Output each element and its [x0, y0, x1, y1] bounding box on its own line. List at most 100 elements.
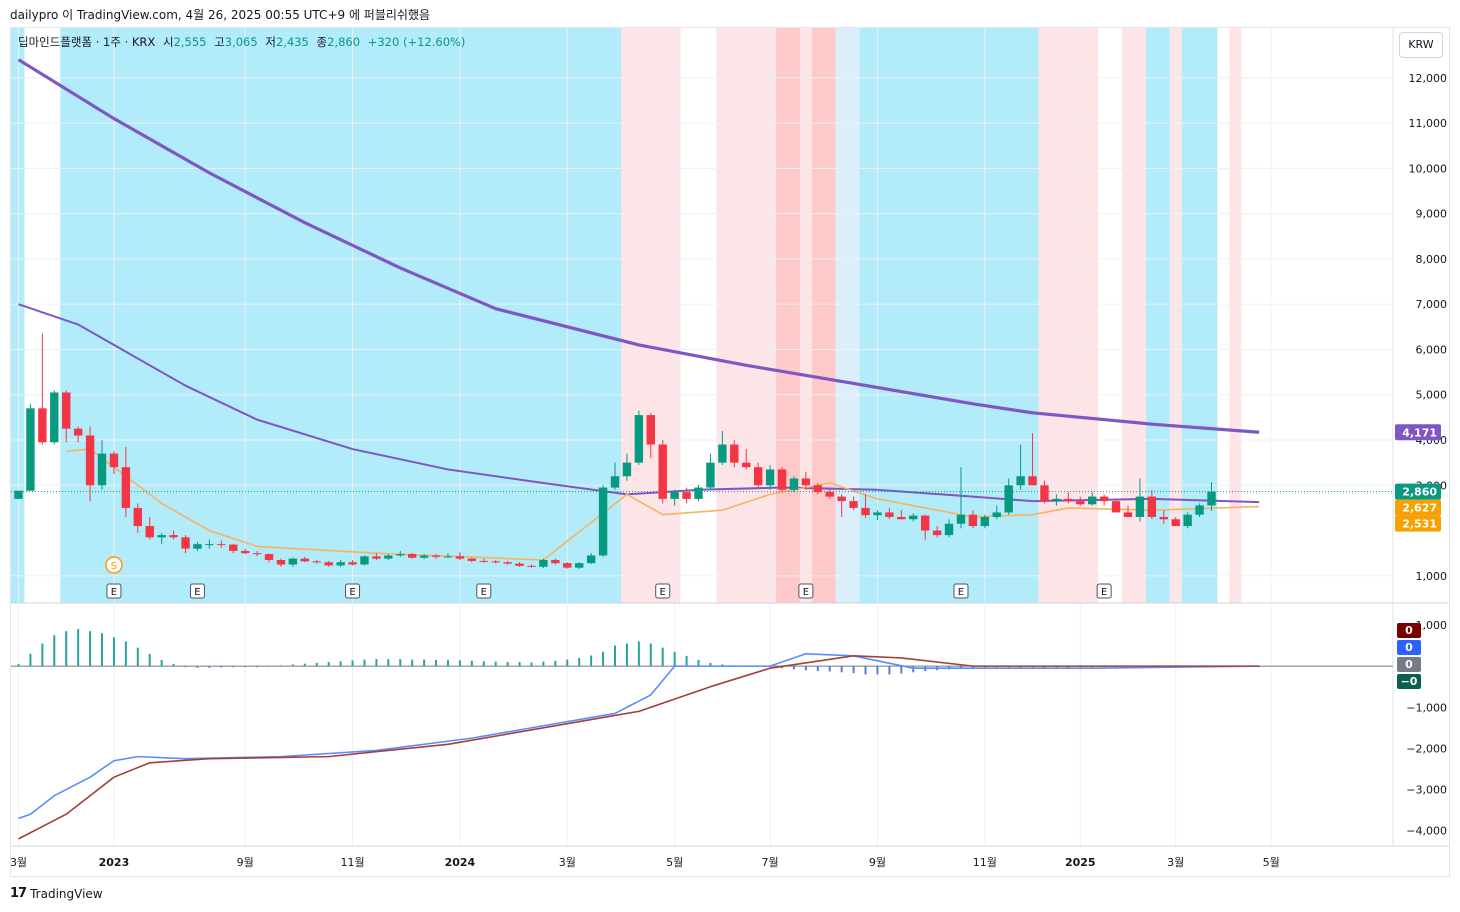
earnings-marker-box-4 — [655, 583, 671, 599]
price-badge-label-1: 2,860 — [1402, 486, 1437, 499]
macd-histogram-bar-32 — [399, 659, 402, 667]
macd-histogram-bar-5 — [77, 629, 80, 667]
candle-86 — [1040, 480, 1049, 504]
macd-histogram-bar-72 — [876, 666, 879, 675]
macd-histogram-bar-52 — [637, 641, 640, 667]
candle-body-82 — [992, 512, 1001, 517]
candle-44 — [539, 558, 548, 569]
price-tick-8: 10,000 — [1409, 162, 1448, 175]
background-region-0 — [11, 28, 25, 603]
candle-body-98 — [1183, 514, 1192, 527]
candle-24 — [300, 556, 310, 563]
candle-89 — [1076, 496, 1085, 506]
candle-60 — [730, 440, 739, 468]
candle-body-17 — [217, 544, 226, 546]
earnings-marker-1: E — [189, 583, 205, 599]
candle-body-26 — [324, 562, 333, 566]
candle-body-79 — [956, 514, 966, 524]
time-tick-6: 5월 — [666, 856, 683, 869]
candle-body-3 — [50, 392, 59, 443]
price-badge-3: 2,531 — [1395, 515, 1441, 532]
legend-symbol: 딥마인드플랫폼 · 1주 · KRX — [18, 35, 156, 49]
candle-75 — [909, 513, 918, 522]
candle-body-97 — [1171, 519, 1180, 527]
macd-histogram-bar-79 — [959, 666, 962, 669]
candle-6 — [85, 426, 95, 502]
candle-body-12 — [157, 535, 166, 538]
macd-histogram-bar-74 — [900, 666, 903, 674]
price-badge-bg-2 — [1395, 499, 1441, 516]
candle-body-58 — [706, 462, 715, 488]
candle-56 — [682, 487, 691, 504]
candle-17 — [217, 540, 226, 548]
candle-body-39 — [479, 560, 488, 562]
earnings-marker-label-3: E — [481, 587, 487, 598]
candle-body-84 — [1016, 476, 1025, 486]
macd-histogram-bar-31 — [387, 659, 390, 667]
macd-histogram-bar-40 — [494, 661, 497, 667]
macd-histogram-bar-18 — [232, 666, 235, 668]
candle-63 — [765, 464, 775, 490]
price-badge-bg-3 — [1395, 515, 1441, 532]
macd-tick-0: 1,000 — [1416, 619, 1448, 632]
candle-body-71 — [861, 507, 870, 516]
time-tick-9: 11월 — [973, 856, 997, 869]
time-tick-1: 2023 — [99, 856, 130, 869]
candle-9 — [121, 446, 131, 517]
ma-long-line — [17, 58, 1260, 434]
candle-25 — [312, 559, 321, 564]
candle-94 — [1135, 478, 1145, 522]
background-region-4 — [776, 28, 800, 603]
macd-tick-2: −2,000 — [1406, 742, 1447, 755]
candle-body-24 — [300, 558, 310, 562]
candle-46 — [563, 562, 572, 569]
macd-histogram-bar-26 — [327, 662, 330, 667]
event-markers: E E E E E E E E S — [105, 556, 1112, 599]
candle-68 — [825, 489, 834, 499]
legend-low-label: 저 — [265, 35, 276, 49]
macd-histogram-bar-66 — [804, 666, 807, 671]
candle-65 — [789, 476, 799, 493]
macd-histogram-bar-51 — [625, 643, 628, 667]
macd-histogram-bar-17 — [220, 666, 223, 668]
earnings-marker-box-7 — [1096, 583, 1112, 599]
candle-10 — [133, 503, 142, 533]
symbol-legend: 딥마인드플랫폼 · 1주 · KRX 시2,555 고3,065 저2,435 … — [18, 34, 465, 50]
candle-43 — [527, 564, 536, 568]
candle-23 — [288, 557, 298, 567]
candle-4 — [62, 390, 71, 443]
currency-button[interactable]: KRW — [1399, 32, 1443, 58]
macd-histogram-bar-80 — [971, 666, 974, 668]
earnings-marker-4: E — [655, 583, 671, 599]
macd-histogram-bar-53 — [649, 643, 652, 667]
candle-body-53 — [646, 415, 655, 445]
legend-low: 2,435 — [275, 35, 309, 49]
candle-body-44 — [539, 559, 548, 567]
candle-50 — [610, 462, 620, 490]
price-tick-4: 6,000 — [1416, 343, 1448, 356]
legend-open: 2,555 — [173, 35, 207, 49]
candle-39 — [479, 558, 488, 563]
candle-62 — [753, 462, 763, 488]
macd-histogram-bar-30 — [375, 659, 378, 667]
macd-histogram-bar-20 — [256, 666, 259, 668]
candle-88 — [1064, 492, 1073, 504]
macd-histogram-bar-47 — [578, 657, 581, 667]
candle-body-65 — [789, 478, 799, 490]
candle-91 — [1099, 494, 1109, 506]
candle-52 — [634, 410, 644, 465]
candle-29 — [360, 555, 369, 566]
macd-histogram-bar-86 — [1043, 666, 1046, 669]
time-tick-10: 2025 — [1065, 856, 1096, 869]
macd-histogram-bar-36 — [446, 659, 449, 667]
legend-high: 3,065 — [224, 35, 258, 49]
candle-93 — [1123, 505, 1133, 517]
candle-body-59 — [718, 444, 727, 463]
macd-histogram-bar-10 — [136, 647, 139, 667]
earnings-marker-box-2 — [345, 583, 361, 599]
candle-85 — [1028, 433, 1037, 486]
macd-histogram-bar-12 — [160, 659, 163, 667]
candle-3 — [50, 390, 59, 445]
price-badge-bg-0 — [1395, 424, 1441, 441]
